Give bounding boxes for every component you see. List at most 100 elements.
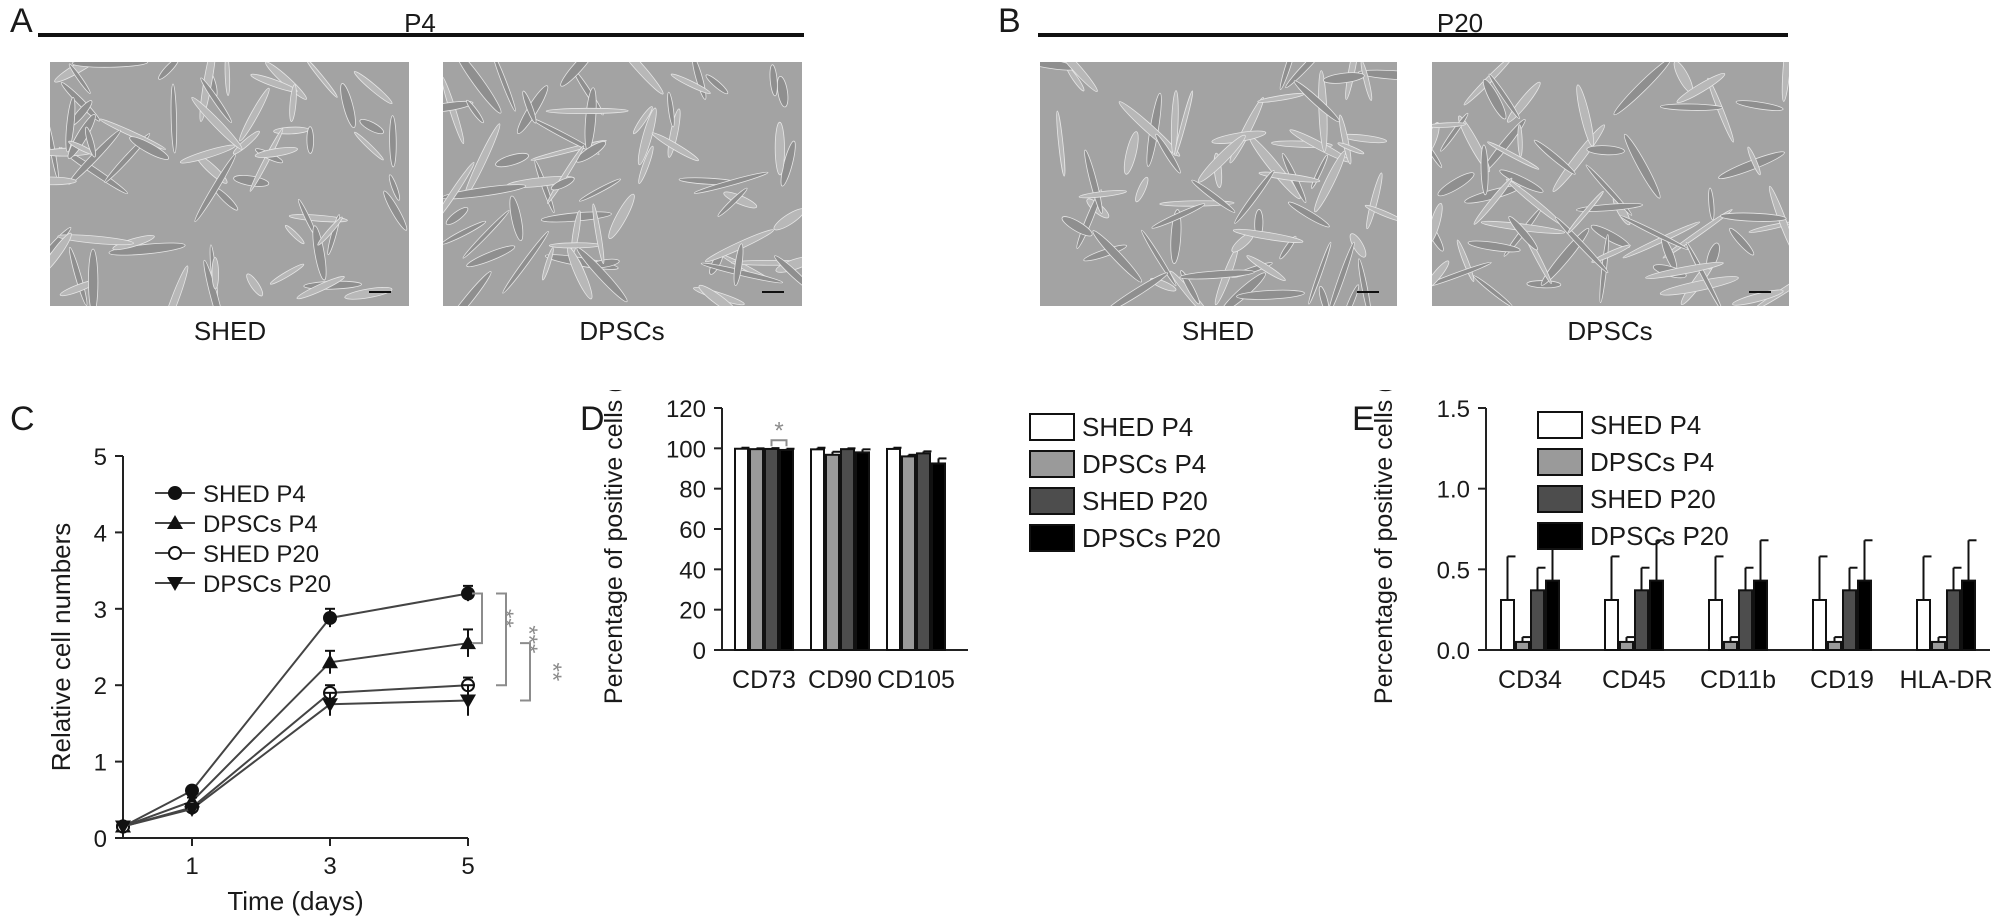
legend-marker <box>167 577 183 591</box>
cell-shape <box>638 145 654 184</box>
significance-bracket <box>496 592 507 687</box>
y-axis-label: Percentage of positive cells (%) <box>600 390 628 704</box>
cell-shape <box>1732 289 1784 306</box>
cell-shape <box>1314 150 1346 213</box>
cell-shape <box>509 195 524 242</box>
cell-shape <box>1170 90 1179 155</box>
cell-shape <box>522 90 537 124</box>
cell-shape <box>769 64 778 97</box>
bar-dpscs-p20-cd90 <box>855 451 870 651</box>
x-tick-label: 1 <box>185 853 198 880</box>
cell-shape <box>233 174 270 187</box>
y-tick-label: 0.5 <box>1437 557 1470 584</box>
cell-shape <box>445 206 469 226</box>
cell-shape <box>1752 266 1789 306</box>
cell-shape <box>443 184 527 200</box>
caption-dpscs-p4: DPSCs <box>579 316 665 346</box>
cell-shape <box>1708 187 1715 221</box>
cell-shape <box>254 146 298 158</box>
bar-shed-p20-hla-dr <box>1946 589 1961 652</box>
cell-shape <box>250 73 298 93</box>
cell-shape <box>1123 131 1139 175</box>
legend-label: SHED P20 <box>1082 486 1208 516</box>
cell-shape <box>1104 272 1169 306</box>
cell-shape <box>542 247 554 281</box>
cell-shape <box>306 126 314 154</box>
caption-shed-p20: SHED <box>1181 316 1255 346</box>
cell-shape <box>502 230 549 294</box>
data-point <box>322 654 338 669</box>
cell-shape <box>1613 62 1672 116</box>
x-tick-label: CD105 <box>877 666 955 694</box>
cell-shape <box>50 232 72 275</box>
bar-shed-p20-cd45 <box>1634 589 1649 652</box>
cell-shape <box>670 73 711 95</box>
x-tick-label: CD19 <box>1810 666 1874 694</box>
cell-shape <box>1585 164 1633 216</box>
cell-shape <box>576 247 628 303</box>
cell-shape <box>1718 151 1785 180</box>
cell-shape <box>1056 110 1066 177</box>
chart-d-positive-markers: 0 20 40 60 80 100 120 Percentage of positive ce… <box>600 390 1221 704</box>
legend-label: SHED P4 <box>1082 412 1193 442</box>
significance-bracket <box>770 439 788 447</box>
cell-shape <box>1781 62 1789 102</box>
cell-shape <box>608 193 635 240</box>
cell-shape <box>1463 62 1515 106</box>
legend-swatch <box>1029 487 1075 515</box>
significance-label: * <box>774 417 783 444</box>
series-line <box>122 684 469 828</box>
micrograph-shed-p4 <box>50 62 409 306</box>
x-tick-label: HLA-DR <box>1899 666 1992 694</box>
cell-shape <box>1432 202 1443 244</box>
significance-label: ** <box>491 609 518 628</box>
legend-marker <box>167 515 183 529</box>
y-tick-label: 1 <box>94 750 107 777</box>
micrograph-shed-p20 <box>1040 62 1397 306</box>
y-tick-label: 60 <box>679 517 706 544</box>
significance-label: *** <box>515 625 542 653</box>
panel-letter-b: B <box>998 2 1021 40</box>
series-line <box>122 699 469 828</box>
cell-shape <box>1432 122 1467 128</box>
cell-shape <box>1623 133 1661 199</box>
bar-dpscs-p20-cd19 <box>1857 579 1872 651</box>
cell-shape <box>389 115 397 168</box>
cell-shape <box>58 146 128 194</box>
cell-shape <box>1078 189 1127 199</box>
panel-letter-a: A <box>10 2 33 40</box>
cell-shape <box>1179 269 1255 280</box>
y-tick-label: 100 <box>666 436 706 463</box>
bar-dpscs-p20-cd11b <box>1753 579 1768 651</box>
cell-shape <box>1197 134 1246 183</box>
passage-bar-p20 <box>1038 33 1788 37</box>
cell-shape <box>1747 146 1761 176</box>
y-tick-label: 3 <box>94 597 107 624</box>
cell-shape <box>632 106 653 135</box>
legend-label: SHED P20 <box>1590 484 1716 514</box>
cell-shape <box>1517 124 1523 157</box>
cell-shape <box>305 62 338 98</box>
cell-shape <box>774 121 785 176</box>
cell-shape <box>1645 261 1724 279</box>
cell-shape <box>1322 72 1365 84</box>
cell-shape <box>1437 172 1475 197</box>
legend-swatch <box>1029 450 1075 478</box>
cell-shape <box>84 126 96 158</box>
cell-shape <box>1659 276 1739 296</box>
y-axis-label: Relative cell numbers <box>46 523 76 772</box>
y-tick-label: 2 <box>94 673 107 700</box>
cell-shape <box>1676 72 1726 104</box>
y-tick-label: 20 <box>679 598 706 625</box>
cell-shape <box>1480 144 1489 196</box>
caption-dpscs-p20: DPSCs <box>1567 316 1653 346</box>
cell-shape <box>354 131 384 161</box>
legend-marker <box>168 486 182 500</box>
cell-shape <box>495 152 529 168</box>
cell-shape <box>1432 141 1443 168</box>
cell-shape <box>550 176 575 191</box>
significance-bracket <box>472 592 483 645</box>
cell-shape <box>60 82 101 122</box>
series-shed-p4 <box>116 584 475 834</box>
cell-shape <box>693 171 769 194</box>
